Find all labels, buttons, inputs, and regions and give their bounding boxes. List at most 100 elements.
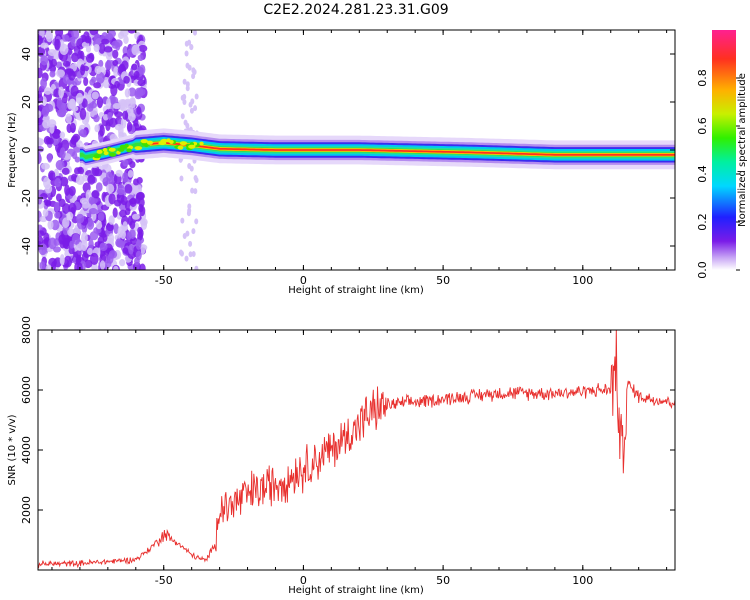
noise-speckle (59, 147, 66, 160)
snr-xtick-label: 50 (436, 574, 450, 587)
noise-speckle (129, 97, 136, 105)
noise-speckle (39, 261, 46, 270)
noise-speckle (191, 251, 196, 258)
noise-speckle (127, 170, 134, 178)
noise-speckle (131, 213, 140, 220)
noise-speckle (49, 123, 55, 134)
colorbar-label: Normalized spectral amplitude (737, 73, 748, 227)
noise-speckle (127, 30, 136, 34)
noise-speckle (113, 265, 119, 270)
noise-speckle (115, 238, 123, 248)
noise-speckle (49, 70, 56, 78)
noise-speckle (124, 208, 131, 216)
signal-blob (188, 144, 196, 149)
noise-speckle (94, 124, 100, 133)
noise-speckle (79, 197, 89, 205)
noise-speckle (75, 175, 85, 186)
noise-speckle (189, 44, 194, 51)
noise-speckle (188, 240, 193, 247)
noise-speckle (63, 255, 73, 268)
noise-speckle (68, 246, 75, 255)
noise-speckle (47, 137, 54, 145)
noise-speckle (40, 77, 48, 90)
noise-speckle (89, 252, 99, 265)
noise-speckle (122, 110, 129, 120)
noise-speckle (185, 81, 190, 88)
noise-speckle (94, 65, 102, 75)
noise-speckle (194, 265, 199, 270)
spectrogram-ytick-label: 0 (20, 147, 33, 154)
noise-speckle (77, 167, 85, 175)
colorbar-tick-label: 0.8 (696, 69, 709, 87)
snr-plot-area (38, 330, 675, 570)
noise-speckle (108, 215, 115, 225)
noise-speckle (95, 71, 105, 84)
noise-speckle (131, 184, 139, 194)
noise-speckle (95, 220, 103, 230)
snr-panel: -50 0 50 100 2000 4000 6000 8000 Height of stra… (7, 316, 676, 596)
noise-speckle (38, 243, 47, 250)
signal-blob (199, 141, 204, 146)
noise-speckle (192, 30, 197, 36)
noise-speckle (38, 137, 43, 145)
noise-speckle (122, 221, 128, 232)
noise-speckle (180, 217, 185, 224)
noise-speckle (71, 52, 79, 63)
noise-speckle (129, 220, 136, 230)
colorbar-ticks: 0.0 0.2 0.4 0.6 0.8 (696, 69, 740, 279)
noise-speckle (94, 168, 103, 177)
noise-speckle (95, 182, 103, 192)
spectrogram-axes: -50 0 50 100 -40 -20 0 20 40 (20, 30, 675, 287)
noise-speckle (70, 85, 79, 97)
noise-speckle (194, 93, 199, 100)
snr-ytick-label: 2000 (20, 496, 33, 524)
noise-speckle (38, 110, 42, 119)
noise-speckle (51, 128, 61, 139)
noise-speckle (69, 122, 76, 134)
noise-speckle (189, 107, 194, 114)
noise-speckle (88, 208, 98, 215)
noise-speckle (44, 184, 53, 194)
noise-speckle (75, 92, 84, 105)
noise-speckle (74, 262, 80, 270)
noise-speckle (69, 240, 75, 249)
noise-speckle (108, 193, 116, 205)
signal-blob (179, 141, 188, 146)
signal-blob (124, 143, 129, 148)
noise-speckle (68, 202, 77, 215)
snr-ytick-label: 6000 (20, 376, 33, 404)
noise-speckle (48, 170, 56, 181)
spectrogram-ytick-label: -20 (20, 189, 33, 207)
noise-speckle (88, 238, 94, 251)
noise-speckle (120, 117, 127, 129)
noise-speckle (85, 45, 92, 53)
signal-blob (103, 151, 109, 156)
noise-speckle (54, 38, 61, 50)
noise-speckle (56, 109, 66, 118)
colorbar-gradient (712, 30, 736, 270)
noise-speckle (119, 229, 127, 240)
spectrogram-xlabel: Height of straight line (km) (288, 285, 424, 296)
noise-speckle (86, 247, 93, 255)
noise-speckle (130, 236, 138, 245)
noise-speckle (65, 113, 72, 124)
noise-speckle (38, 67, 43, 79)
noise-speckle (190, 98, 195, 105)
noise-speckle (190, 187, 195, 194)
signal-blob (166, 138, 171, 143)
noise-speckle (119, 259, 126, 267)
noise-speckle (122, 158, 129, 167)
noise-speckle (84, 35, 92, 44)
ridge-core (149, 141, 675, 156)
noise-speckle (191, 228, 196, 235)
snr-series-line (38, 330, 675, 569)
colorbar-tick-label: 0.2 (696, 213, 709, 231)
noise-speckle (91, 91, 99, 100)
noise-speckle (114, 80, 120, 89)
snr-xtick-label: 100 (572, 574, 593, 587)
noise-speckle (126, 121, 133, 132)
spectrogram-heatmap (38, 30, 675, 270)
noise-speckle (133, 70, 140, 79)
noise-speckle (186, 210, 191, 217)
